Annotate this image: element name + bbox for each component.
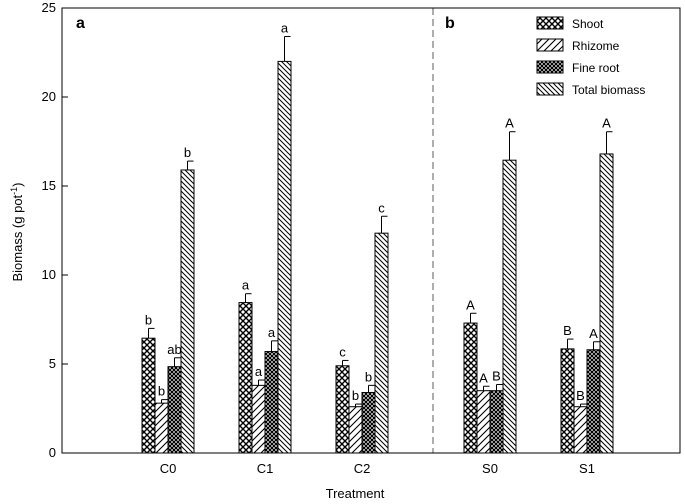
significance-letter: B bbox=[563, 323, 572, 338]
bar-shoot-s1 bbox=[560, 348, 575, 454]
y-tick-label: 5 bbox=[49, 356, 56, 371]
bar-rhizome-c1 bbox=[251, 384, 266, 454]
bar-fine-root-s0 bbox=[489, 390, 504, 454]
y-axis-ticks: 0 5 10 15 20 25 bbox=[42, 0, 68, 460]
panel-b-label: b bbox=[445, 15, 455, 32]
y-axis-title-sup: -1 bbox=[9, 187, 19, 195]
significance-letter: b bbox=[158, 384, 165, 399]
legend-swatch-total-biomass bbox=[536, 82, 564, 96]
significance-letter: b bbox=[365, 369, 372, 384]
significance-letter: a bbox=[242, 278, 250, 293]
legend-swatch-shoot bbox=[536, 16, 564, 30]
y-tick-label: 15 bbox=[42, 178, 56, 193]
y-axis-title-end: ) bbox=[10, 182, 25, 186]
legend-label-total-biomass: Total biomass bbox=[572, 83, 645, 97]
significance-letter: A bbox=[505, 116, 514, 131]
y-tick-label: 25 bbox=[42, 0, 56, 15]
x-tick-label: C2 bbox=[354, 461, 371, 476]
bar-total-biomass-c1 bbox=[277, 60, 292, 454]
x-tick-label: S1 bbox=[579, 461, 595, 476]
legend-label-fine-root: Fine root bbox=[572, 61, 620, 75]
bar-total-biomass-s0 bbox=[502, 159, 517, 454]
significance-letter: A bbox=[602, 116, 611, 131]
significance-letter: b bbox=[184, 145, 191, 160]
bar-total-biomass-c2 bbox=[374, 232, 389, 454]
x-axis-title: Treatment bbox=[326, 486, 385, 501]
significance-letter: b bbox=[145, 312, 152, 327]
significance-letter: A bbox=[589, 326, 598, 341]
x-axis-ticks: C0 C1 C2 S0 S1 bbox=[160, 447, 595, 476]
x-tick-label: C1 bbox=[257, 461, 274, 476]
significance-letter: A bbox=[466, 297, 475, 312]
x-tick-label: S0 bbox=[482, 461, 498, 476]
bar-shoot-c0 bbox=[141, 337, 156, 454]
bar-shoot-s0 bbox=[463, 322, 478, 454]
significance-letter: b bbox=[352, 388, 359, 403]
plot-frame bbox=[61, 7, 681, 454]
legend-label-rhizome: Rhizome bbox=[572, 39, 620, 53]
bar-shoot-c1 bbox=[238, 302, 253, 454]
significance-letter: a bbox=[281, 20, 289, 35]
bar-rhizome-c2 bbox=[348, 406, 363, 454]
bar-rhizome-s0 bbox=[476, 390, 491, 454]
significance-letter: ab bbox=[167, 342, 181, 357]
bar-total-biomass-s1 bbox=[599, 153, 614, 454]
bar-rhizome-c0 bbox=[154, 402, 169, 454]
y-tick-label: 10 bbox=[42, 267, 56, 282]
legend-swatch-fine-root bbox=[536, 60, 564, 74]
bar-shoot-c2 bbox=[335, 365, 350, 454]
bars bbox=[141, 35, 614, 454]
significance-letter: c bbox=[378, 200, 385, 215]
bar-rhizome-s1 bbox=[573, 406, 588, 454]
legend: Shoot Rhizome Fine root Total biomass bbox=[536, 16, 645, 97]
bar-fine-root-c2 bbox=[361, 391, 376, 454]
x-tick-label: C0 bbox=[160, 461, 177, 476]
y-axis-title-main: Biomass (g pot bbox=[10, 194, 25, 281]
bar-fine-root-c0 bbox=[167, 366, 182, 454]
significance-letter: a bbox=[255, 364, 263, 379]
panel-a-label: a bbox=[76, 15, 85, 32]
bar-total-biomass-c0 bbox=[180, 169, 195, 454]
bar-fine-root-s1 bbox=[586, 349, 601, 454]
significance-letter: a bbox=[268, 325, 276, 340]
bar-fine-root-c1 bbox=[264, 351, 279, 454]
significance-letter: B bbox=[576, 388, 585, 403]
legend-swatch-rhizome bbox=[536, 38, 564, 52]
y-tick-label: 0 bbox=[49, 445, 56, 460]
legend-label-shoot: Shoot bbox=[572, 17, 604, 31]
significance-letter: c bbox=[339, 344, 346, 359]
significance-letter: A bbox=[479, 370, 488, 385]
significance-letter: B bbox=[492, 368, 501, 383]
y-tick-label: 20 bbox=[42, 89, 56, 104]
y-axis-title: Biomass (g pot-1) bbox=[9, 182, 25, 281]
